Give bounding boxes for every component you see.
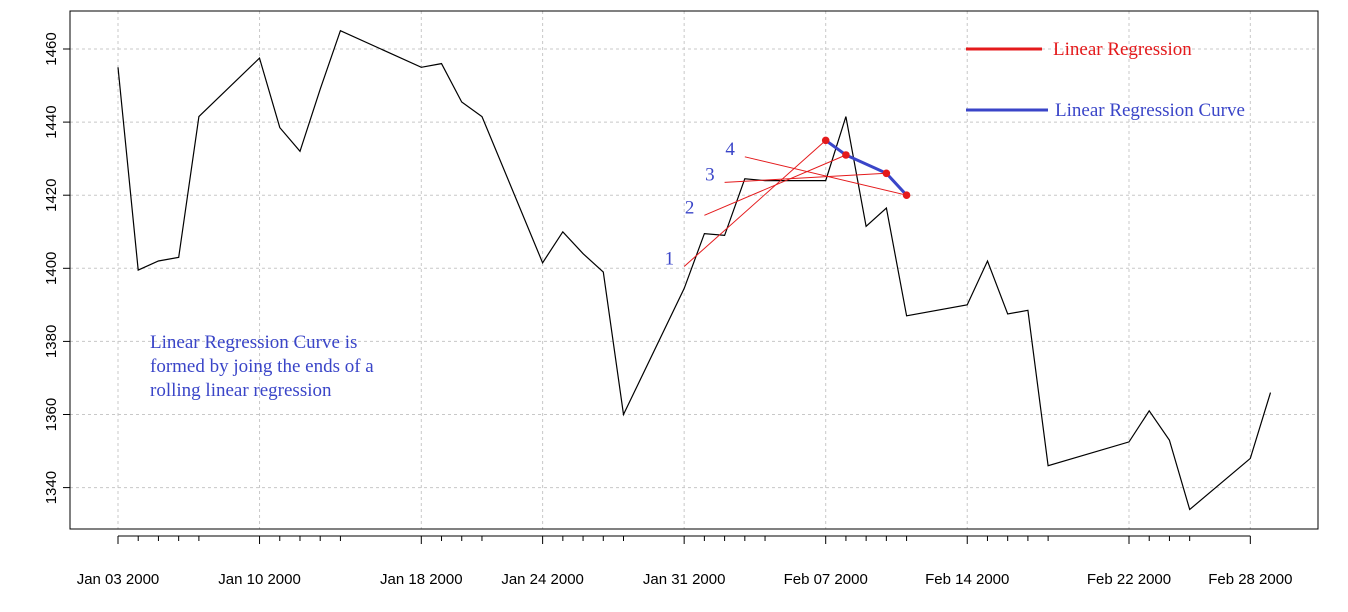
legend: Linear Regression Linear Regression Curve <box>966 39 1245 121</box>
regression-line-label: 1 <box>665 248 675 269</box>
y-tick-label: 1340 <box>43 471 60 504</box>
y-tick-label: 1460 <box>43 32 60 65</box>
legend-label: Linear Regression Curve <box>1055 100 1245 121</box>
y-axis: 1340 1360 1380 1400 1420 1440 1460 <box>43 32 70 504</box>
regression-line <box>724 172 887 183</box>
plot-frame <box>69 10 1319 530</box>
x-tick-label: Jan 10 2000 <box>218 571 301 588</box>
y-tick-label: 1380 <box>43 325 60 358</box>
price-series <box>117 29 1272 511</box>
y-tick-label: 1420 <box>43 179 60 212</box>
y-tick-label: 1360 <box>43 398 60 431</box>
x-tick-label: Jan 31 2000 <box>643 571 726 588</box>
price-line <box>117 29 1272 511</box>
annotation-line: Linear Regression Curve is <box>150 332 357 353</box>
regression-line-label: 3 <box>705 164 715 185</box>
regression-line <box>744 156 907 196</box>
legend-label: Linear Regression <box>1053 39 1192 60</box>
annotation-line: rolling linear regression <box>150 380 332 401</box>
x-tick-label: Feb 14 2000 <box>925 571 1009 588</box>
regression-line <box>683 140 827 267</box>
regression-line-label: 4 <box>725 139 735 160</box>
annotation: Linear Regression Curve is formed by join… <box>150 332 374 401</box>
grid <box>70 11 1318 529</box>
curve-point <box>882 169 891 178</box>
x-tick-label: Feb 22 2000 <box>1087 571 1171 588</box>
y-tick-label: 1400 <box>43 252 60 285</box>
regression-lines: 1 234 <box>665 139 907 269</box>
regression-line <box>704 154 847 216</box>
x-tick-label: Jan 18 2000 <box>380 571 463 588</box>
curve-line <box>824 139 908 197</box>
curve-point <box>902 191 911 199</box>
x-tick-label: Jan 24 2000 <box>501 571 584 588</box>
y-tick-label: 1440 <box>43 105 60 138</box>
x-tick-label: Feb 07 2000 <box>784 571 868 588</box>
x-tick-label: Jan 03 2000 <box>77 571 160 588</box>
regression-line-label: 2 <box>685 197 695 218</box>
regression-curve <box>821 136 911 199</box>
annotation-line: formed by joing the ends of a <box>150 356 374 377</box>
curve-point <box>842 151 850 159</box>
curve-point <box>821 136 830 145</box>
x-axis: Jan 03 2000 Jan 10 2000 Jan 18 2000 Jan 24 … <box>77 535 1292 588</box>
x-tick-label: Feb 28 2000 <box>1208 571 1292 588</box>
